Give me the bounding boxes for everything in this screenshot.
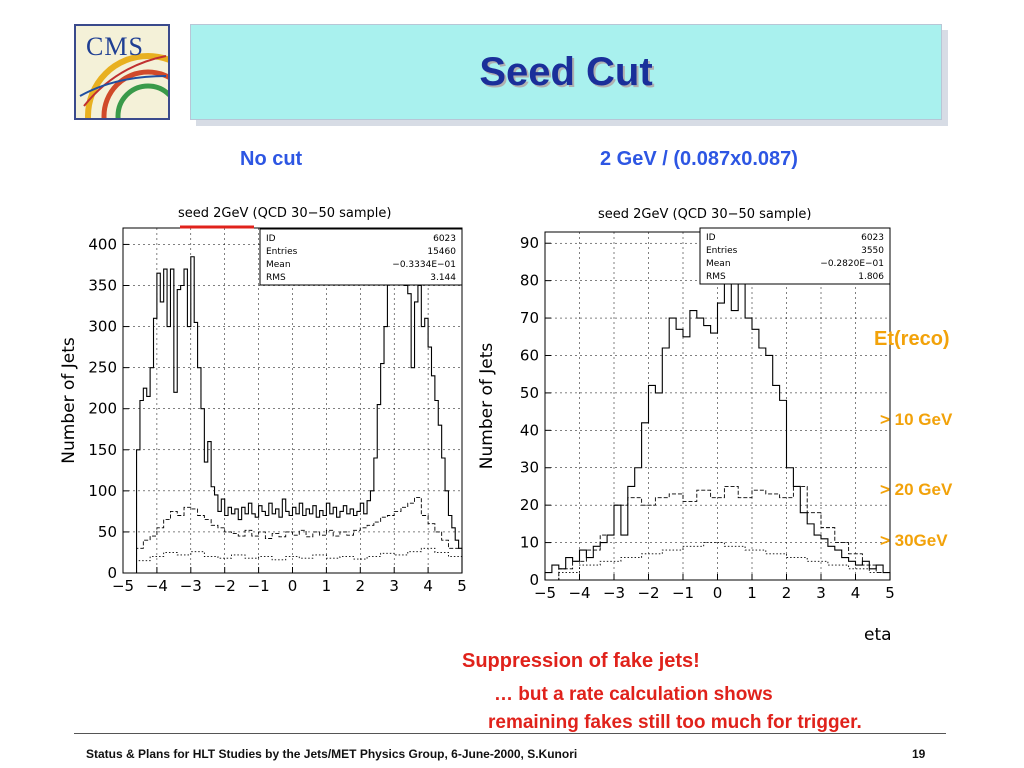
page-number: 19 [912, 747, 926, 761]
x-axis-label: eta [432, 619, 460, 620]
x-tick-label: 1 [322, 577, 332, 595]
x-tick-label: 5 [457, 577, 467, 595]
y-tick-label: 300 [88, 318, 117, 336]
x-tick-label: −3 [180, 577, 202, 595]
y-tick-label: 70 [520, 309, 539, 327]
footer-divider [74, 733, 946, 734]
y-tick-label: 400 [88, 235, 117, 253]
y-tick-label: 100 [88, 482, 117, 500]
y-tick-label: 200 [88, 400, 117, 418]
stats-key: ID [266, 234, 276, 244]
y-tick-label: 60 [520, 346, 539, 364]
stats-value: 3.144 [430, 273, 456, 283]
title-banner: Seed Cut [190, 24, 942, 120]
histogram-series-dashed [545, 486, 891, 581]
x-tick-label: −2 [637, 584, 659, 602]
logo-text: CMS [86, 32, 144, 61]
stats-value: 6023 [433, 234, 456, 244]
note-rate: … but a rate calculation shows [494, 684, 773, 705]
note-remaining: remaining fakes still too much for trigg… [488, 712, 862, 733]
stats-value: 6023 [861, 233, 884, 243]
legend-title: Et(reco) [874, 328, 950, 350]
x-tick-label: 0 [713, 584, 723, 602]
histogram-series-dotted [123, 547, 463, 574]
note-suppression: Suppression of fake jets! [462, 650, 700, 672]
cms-logo: CMS [74, 24, 170, 120]
stats-key: ID [706, 233, 716, 243]
histogram-series-dashed [123, 496, 463, 574]
y-tick-label: 250 [88, 359, 117, 377]
y-axis-label: Number of Jets [478, 343, 497, 470]
y-tick-label: 20 [520, 496, 539, 514]
stats-key: Mean [706, 259, 731, 269]
y-tick-label: 10 [520, 534, 539, 552]
x-tick-label: −1 [248, 577, 270, 595]
x-axis-label: eta [864, 625, 892, 645]
stats-value: 15460 [427, 247, 456, 257]
x-tick-label: −2 [214, 577, 236, 595]
x-tick-label: −1 [672, 584, 694, 602]
legend-item-20gev: > 20 GeV [880, 480, 953, 499]
x-tick-label: 5 [885, 584, 895, 602]
y-tick-label: 50 [98, 523, 117, 541]
x-tick-label: −5 [534, 584, 556, 602]
x-tick-label: 1 [747, 584, 757, 602]
y-tick-label: 0 [107, 564, 117, 582]
right-panel-label: 2 GeV / (0.087x0.087) [600, 148, 798, 170]
footer-text: Status & Plans for HLT Studies by the Je… [86, 747, 578, 761]
stats-key: Entries [706, 246, 738, 256]
stats-key: Mean [266, 260, 291, 270]
x-tick-label: 4 [423, 577, 433, 595]
y-tick-label: 90 [520, 234, 539, 252]
y-tick-label: 40 [520, 421, 539, 439]
x-tick-label: −4 [146, 577, 168, 595]
stats-key: Entries [266, 247, 298, 257]
y-tick-label: 150 [88, 441, 117, 459]
slide-title: Seed Cut [479, 49, 653, 94]
stats-value: 3550 [861, 246, 884, 256]
left-panel-label: No cut [240, 148, 303, 170]
y-tick-label: 350 [88, 277, 117, 295]
x-tick-label: 4 [851, 584, 861, 602]
x-tick-label: −5 [112, 577, 134, 595]
histogram-series-solid [123, 252, 463, 574]
x-tick-label: 2 [356, 577, 366, 595]
cms-logo-graphic [79, 53, 168, 118]
stats-box [699, 227, 891, 285]
stats-box [259, 228, 463, 286]
x-tick-label: −3 [603, 584, 625, 602]
legend-item-30gev: > 30GeV [880, 531, 948, 550]
stats-value: 1.806 [858, 272, 884, 282]
stats-value: −0.2820E−01 [820, 259, 884, 269]
y-axis-label: Number of Jets [60, 337, 79, 464]
right-histogram: 0 10 20 30 40 50 60 70 80 90 −5 −4 −3 −2 −1 0 1 2 3 4 5 ID 602… [478, 207, 895, 645]
y-tick-label: 0 [529, 571, 539, 589]
x-tick-label: 0 [288, 577, 298, 595]
left-histogram: 0 50 100 150 200 250 300 350 400 −5 −4 −3 −2 −1 0 1 2 3 4 5… [60, 206, 467, 620]
x-tick-label: −4 [568, 584, 590, 602]
y-tick-label: 50 [520, 384, 539, 402]
y-tick-label: 80 [520, 272, 539, 290]
chart-title: seed 2GeV (QCD 30−50 sample) [598, 207, 812, 222]
stats-value: −0.3334E−01 [392, 260, 456, 270]
chart-title: seed 2GeV (QCD 30−50 sample) [178, 206, 392, 221]
stats-key: RMS [266, 273, 286, 283]
stats-key: RMS [706, 272, 726, 282]
y-tick-label: 30 [520, 459, 539, 477]
x-tick-label: 3 [816, 584, 826, 602]
x-tick-label: 3 [389, 577, 399, 595]
legend-item-10gev: > 10 GeV [880, 410, 953, 429]
x-tick-label: 2 [782, 584, 792, 602]
